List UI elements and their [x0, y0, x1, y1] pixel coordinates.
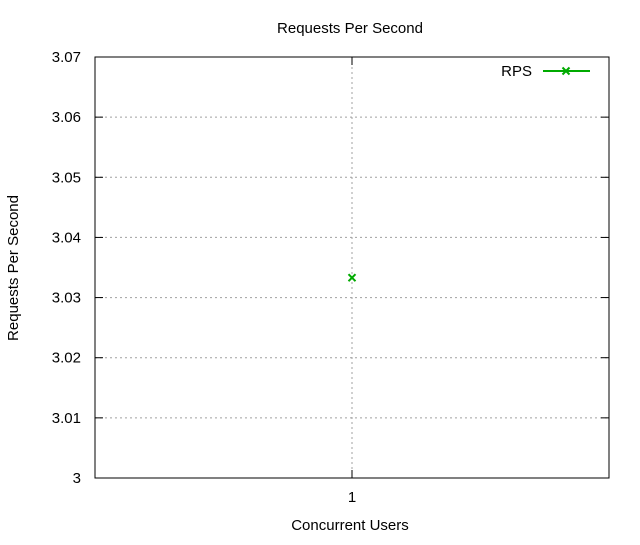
y-tick-label: 3.03: [52, 290, 81, 307]
marker-stroke-b: [561, 66, 571, 76]
plot-area-border: [94, 56, 610, 479]
x-tick-label: 1: [348, 489, 356, 506]
grid-lines: [95, 57, 609, 478]
y-tick-label: 3: [73, 470, 81, 487]
y-axis-label: Requests Per Second: [5, 195, 22, 341]
data-point-rps: [347, 273, 357, 282]
marker-stroke-b: [347, 273, 357, 282]
y-tick-label: 3.05: [52, 169, 81, 186]
y-tick-label: 3.04: [52, 229, 81, 246]
y-tick-label: 3.01: [52, 410, 81, 427]
series-layer: [347, 273, 357, 282]
chart-title: Requests Per Second: [277, 20, 423, 37]
x-axis-label: Concurrent Users: [291, 517, 409, 534]
axis-ticks: 3 3.01 3.02 3.03 3.04 3.05 3.06 3.07 1: [52, 49, 609, 506]
legend: RPS: [501, 63, 590, 80]
y-tick-label: 3.07: [52, 49, 81, 66]
y-tick-label: 3.06: [52, 109, 81, 126]
legend-label-rps: RPS: [501, 63, 532, 80]
legend-marker-rps: [561, 66, 571, 76]
y-tick-label: 3.02: [52, 350, 81, 367]
